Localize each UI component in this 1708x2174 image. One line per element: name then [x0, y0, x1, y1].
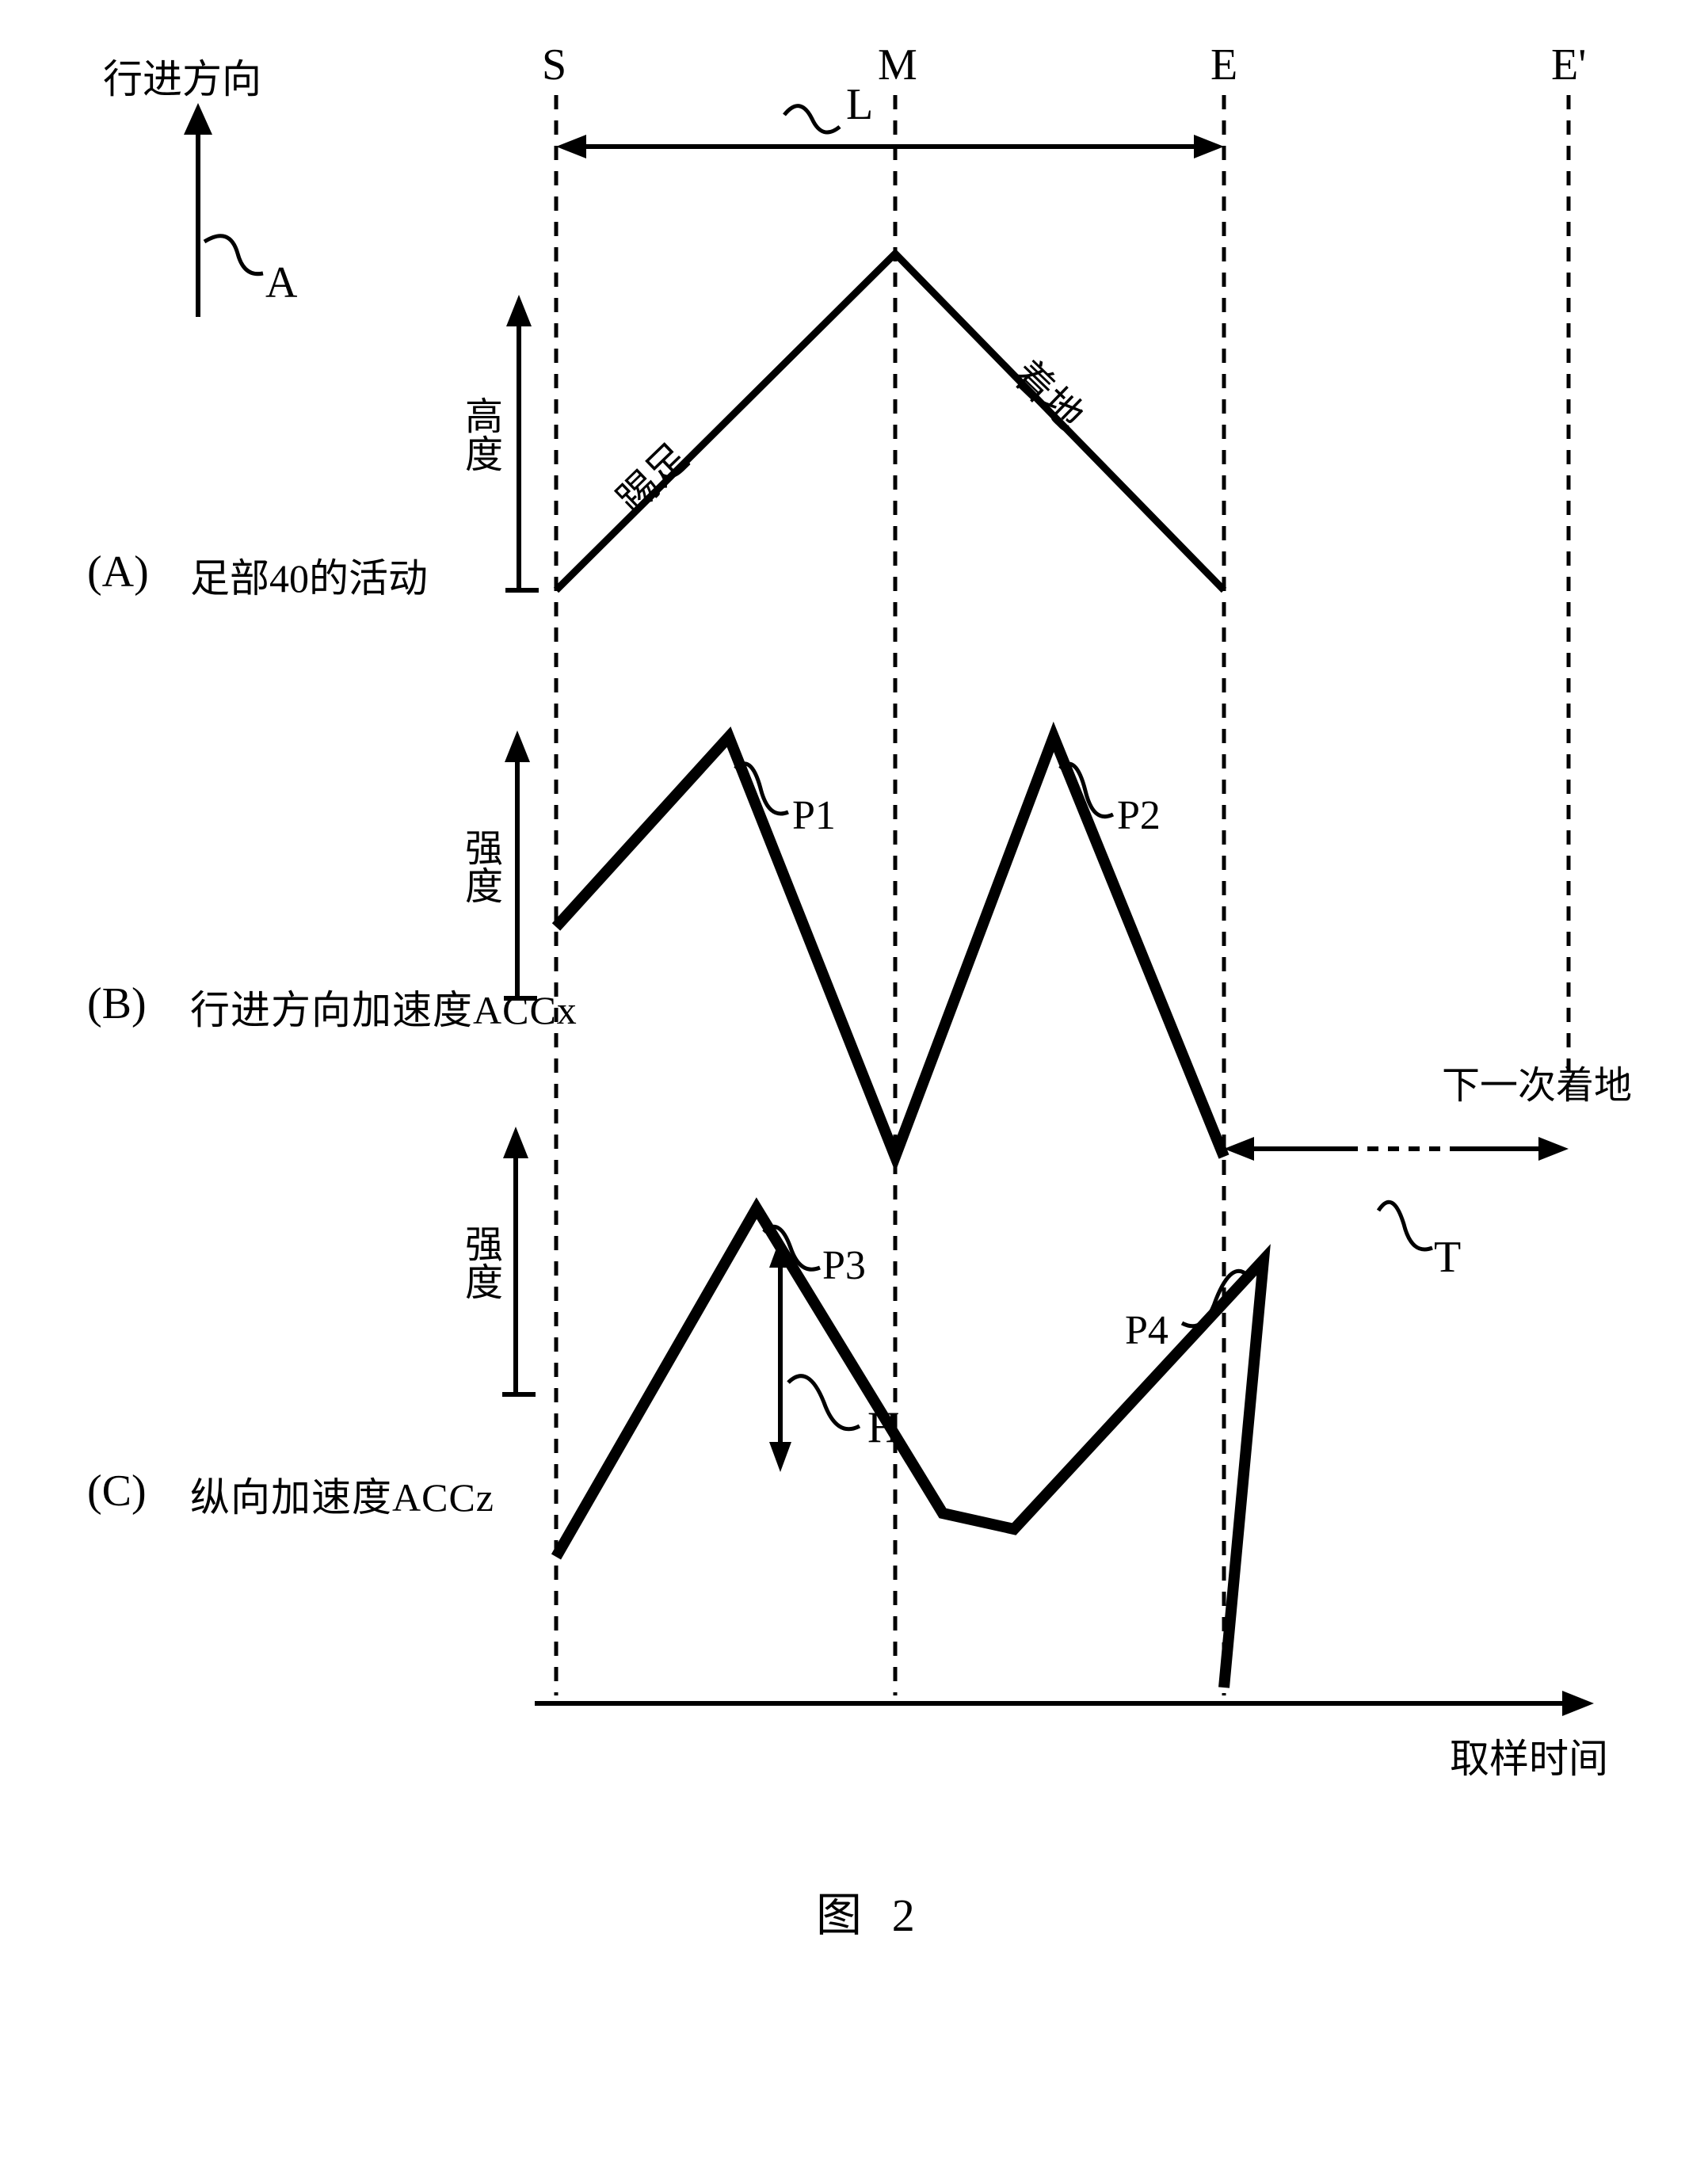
direction-arrow [184, 103, 263, 317]
panel-a-title: 足部40的活动 [190, 547, 428, 604]
direction-a-label: A [265, 257, 297, 308]
p2-label: P2 [1117, 792, 1161, 839]
panel-c-tag: (C) [87, 1466, 147, 1516]
panel-c-title: 纵向加速度ACCz [190, 1466, 494, 1523]
panel-b-tag: (B) [87, 978, 147, 1029]
panel-c-waveform [556, 1208, 1264, 1688]
p4-label: P4 [1125, 1307, 1169, 1354]
panel-a-waveform [556, 254, 1224, 590]
panel-a-yaxis [505, 295, 539, 590]
p1-label: P1 [792, 792, 836, 839]
marker-e: E [1210, 40, 1237, 90]
next-landing-label: 下一次着地 [1442, 1054, 1632, 1109]
panel-c-yaxis [502, 1127, 536, 1394]
panel-b-yaxis [504, 730, 537, 998]
figure-caption: 图 2 [816, 1878, 924, 1944]
l-label: L [846, 79, 873, 130]
marker-s: S [542, 40, 566, 90]
figure-2-diagram: 行进方向 A S M E E' L (A) 足部40的活动 高度 踢足 着地 (… [0, 0, 1708, 2174]
panel-a-tag: (A) [87, 547, 149, 597]
marker-e-prime: E' [1551, 40, 1586, 90]
panel-a-ylabel: 高度 [452, 396, 507, 472]
panel-c-ylabel: 强度 [452, 1224, 507, 1300]
p3-label: P3 [822, 1242, 866, 1289]
h-label: H [867, 1402, 899, 1453]
x-axis-arrow [535, 1691, 1594, 1716]
panel-b-title: 行进方向加速度ACCx [190, 978, 578, 1036]
xaxis-label: 取样时间 [1450, 1727, 1608, 1784]
t-label: T [1434, 1232, 1461, 1283]
vertical-guides [556, 95, 1569, 1695]
t-span-arrow [1224, 1137, 1569, 1249]
marker-m: M [878, 40, 917, 90]
panel-b-ylabel: 强度 [452, 828, 507, 904]
l-span-arrow [556, 106, 1224, 158]
direction-label: 行进方向 [103, 48, 261, 105]
